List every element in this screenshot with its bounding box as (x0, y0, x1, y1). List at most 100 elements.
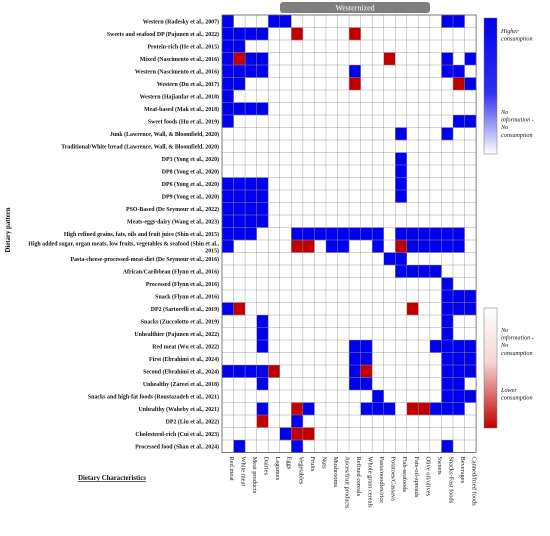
column-label: Fats-oil-spreads (413, 457, 420, 498)
heatmap-cell (245, 52, 257, 66)
heatmap-cell (245, 177, 257, 191)
row-label: Unhealthier (Pajunen et al., 2022) (134, 331, 219, 338)
heatmap-cell (233, 215, 246, 228)
heatmap-cell (222, 15, 234, 28)
heatmap-cell (222, 52, 234, 66)
heatmap-cell (233, 365, 246, 378)
heatmap-border (221, 14, 477, 453)
row-label: Mixed (Nascimento et al., 2016) (140, 56, 219, 63)
heatmap-cell (233, 302, 246, 316)
heatmap-cell (453, 340, 465, 353)
row-label: African/Caribbean (Flynn et al., 2016) (123, 268, 219, 275)
column-label: Legumes (274, 457, 281, 481)
heatmap-grid (221, 14, 477, 453)
heatmap-cell (464, 352, 477, 366)
row-label: DP8 (Yong et al., 2020) (162, 168, 219, 175)
column-label: Potatoes/Cassava (390, 457, 397, 502)
heatmap-cell (360, 227, 373, 241)
heatmap-cell (372, 402, 384, 416)
column-label: Beverages (459, 457, 466, 484)
heatmap-cell (464, 290, 477, 303)
heatmap-cell (418, 227, 431, 241)
heatmap-cell (314, 227, 327, 241)
heatmap-cell (453, 377, 465, 391)
heatmap-cell (349, 377, 361, 391)
row-label: First (Ebrahimi et al., 2024) (149, 356, 219, 363)
row-label: Pasta-cheese-processed-meat-diet (De Sey… (71, 256, 220, 263)
heatmap-cell (441, 390, 454, 403)
heatmap-cell (302, 427, 315, 441)
heatmap-cell (418, 265, 431, 278)
row-label: High refined grains, fats, oils and frui… (64, 231, 219, 238)
heatmap-cell (222, 90, 234, 103)
heatmap-cell (453, 15, 465, 28)
row-label: Processed (Flynn et al., 2016) (146, 281, 219, 288)
heatmap-cell (441, 402, 454, 416)
westernized-banner-label: Westernized (335, 4, 374, 13)
heatmap-cell (453, 302, 465, 316)
x-axis-label: Dietary Characteristics (78, 475, 146, 482)
heatmap-cell (291, 227, 304, 241)
heatmap-cell (222, 190, 234, 203)
heatmap-cell (441, 290, 454, 303)
heatmap-cell (256, 215, 269, 228)
row-label: Red meat (Wu et al., 2022) (152, 343, 219, 350)
heatmap-cell (418, 240, 431, 253)
heatmap-cell (233, 65, 246, 78)
heatmap-cell (418, 402, 431, 416)
heatmap-cell (268, 365, 280, 378)
heatmap-cell (337, 240, 350, 253)
heatmap-cell (325, 240, 338, 253)
heatmap-cell (256, 102, 269, 116)
column-label: Mushrooms (332, 457, 339, 488)
heatmap-cell (464, 365, 477, 378)
heatmap-cell (233, 40, 246, 53)
heatmap-cell (245, 227, 257, 241)
heatmap-cell (222, 77, 234, 91)
row-label: Cholesterol-rich (Cui et al., 2023) (135, 431, 219, 438)
heatmap-cell (453, 290, 465, 303)
heatmap-cell (441, 315, 454, 328)
heatmap-cell (302, 402, 315, 416)
heatmap-cell (360, 365, 373, 378)
row-label: DP6 (Yong et al., 2020) (162, 181, 219, 188)
heatmap-cell (395, 177, 407, 191)
heatmap-cell (372, 240, 384, 253)
row-label: Unhealthy (Waheby et al., 2021) (138, 406, 219, 413)
heatmap-cell (245, 102, 257, 116)
heatmap-cell (256, 327, 269, 341)
row-label: Meats-eggs-dairy (Wang et al., 2023) (127, 218, 219, 225)
heatmap-cell (441, 440, 454, 453)
heatmap-cell (395, 265, 407, 278)
heatmap-cell (233, 27, 246, 41)
heatmap-cell (233, 202, 246, 216)
heatmap-cell (395, 252, 407, 266)
heatmap-cell (441, 15, 454, 28)
heatmap-cell (441, 340, 454, 353)
heatmap-cell (256, 365, 269, 378)
heatmap-cell (222, 240, 234, 253)
heatmap-cell (233, 102, 246, 116)
heatmap-cell (395, 152, 407, 166)
heatmap-cell (222, 227, 234, 241)
column-label: Eggs (286, 457, 293, 470)
column-label: Sweets (436, 457, 443, 476)
row-label: Western (Hajianfar et al., 2018) (140, 93, 219, 100)
heatmap-cell (429, 265, 442, 278)
heatmap-cell (360, 377, 373, 391)
heatmap-cell (245, 202, 257, 216)
heatmap-cell (360, 340, 373, 353)
heatmap-cell (441, 377, 454, 391)
row-label: Meat-based (Mak et al., 2018) (144, 106, 219, 113)
row-label: DP2 (Liu et al., 2022) (166, 418, 219, 425)
heatmap-cell (256, 52, 269, 66)
heatmap-cell (453, 402, 465, 416)
row-label: High added sugar, organ meats, low fruit… (28, 241, 219, 255)
legend-higher-swatch (483, 17, 498, 155)
heatmap-cell (256, 65, 269, 78)
row-label: DP9 (Yong et al., 2020) (162, 193, 219, 200)
column-label: Fruits (309, 457, 316, 472)
legend-higher-label: Higher consumption (500, 28, 533, 43)
heatmap-cell (245, 65, 257, 78)
heatmap-cell (372, 227, 384, 241)
